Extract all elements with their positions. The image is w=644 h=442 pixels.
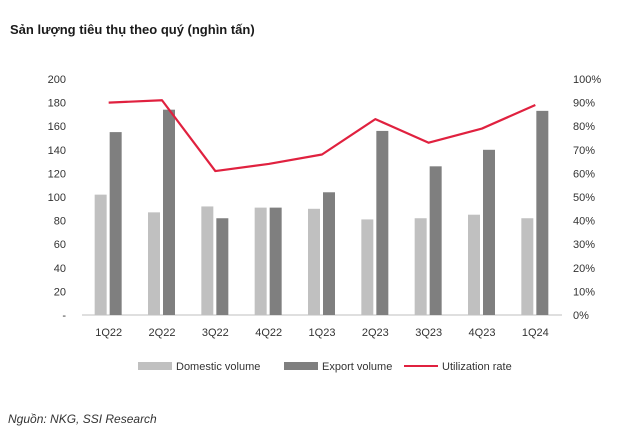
y-right-tick-label: 50% <box>573 192 595 204</box>
utilization-line-group <box>108 99 536 173</box>
y-right-tick-label: 10% <box>573 286 595 298</box>
bar-export-volume <box>163 109 175 316</box>
bar-domestic-volume <box>94 194 107 315</box>
x-axis: 1Q22 2Q22 3Q22 4Q22 1Q23 2Q23 3Q23 4Q23 1Q24 <box>95 327 549 339</box>
y-axis-left: - 20 40 60 80 100 120 140 160 180 200 <box>48 74 67 322</box>
y-right-tick-label: 30% <box>573 239 595 251</box>
y-right-tick-label: 40% <box>573 216 595 228</box>
bar-export-volume <box>216 218 229 315</box>
y-right-tick-label: 80% <box>573 121 595 133</box>
chart-canvas: - 20 40 60 80 100 120 140 160 180 200 0% 10% 20% 30% 4… <box>48 74 602 373</box>
y-axis-right: 0% 10% 20% 30% 40% 50% 60% 70% 80% 90% 100% <box>573 74 601 322</box>
legend-label: Domestic volume <box>176 361 260 373</box>
y-left-tick-label: - <box>62 310 66 322</box>
bar-export-volume <box>376 130 389 315</box>
bar-export-volume <box>536 110 549 315</box>
y-right-tick-label: 20% <box>573 263 595 275</box>
x-tick-label: 1Q23 <box>309 327 336 339</box>
legend-label: Utilization rate <box>442 361 512 373</box>
source-note: Nguồn: NKG, SSI Research <box>8 412 157 426</box>
y-right-tick-label: 90% <box>573 98 595 110</box>
y-left-tick-label: 80 <box>54 216 66 228</box>
bar-domestic-volume <box>414 218 427 315</box>
x-tick-label: 3Q23 <box>415 327 442 339</box>
bars-group <box>94 109 549 316</box>
bar-export-volume <box>429 166 442 315</box>
y-right-tick-label: 60% <box>573 168 595 180</box>
bar-domestic-volume <box>254 207 267 315</box>
legend-swatch <box>284 362 318 370</box>
y-left-tick-label: 180 <box>48 98 66 110</box>
chart-title: Sản lượng tiêu thụ theo quý (nghìn tấn) <box>10 22 255 37</box>
bar-domestic-volume <box>521 218 534 315</box>
y-left-tick-label: 140 <box>48 145 66 157</box>
bar-domestic-volume <box>468 214 480 315</box>
bar-export-volume <box>323 192 335 315</box>
x-tick-label: 1Q24 <box>522 327 549 339</box>
legend-swatch <box>138 362 172 370</box>
y-left-tick-label: 120 <box>48 168 66 180</box>
x-tick-label: 2Q23 <box>362 327 389 339</box>
legend: Domestic volume Export volume Utilization … <box>138 361 512 373</box>
bar-domestic-volume <box>361 219 374 315</box>
x-tick-label: 1Q22 <box>95 327 122 339</box>
y-right-tick-label: 70% <box>573 145 595 157</box>
bar-export-volume <box>109 132 122 315</box>
x-tick-label: 4Q23 <box>469 327 496 339</box>
y-left-tick-label: 200 <box>48 74 66 86</box>
bar-domestic-volume <box>308 208 320 315</box>
legend-label: Export volume <box>322 361 392 373</box>
y-left-tick-label: 100 <box>48 192 66 204</box>
y-right-tick-label: 0% <box>573 310 589 322</box>
y-right-tick-label: 100% <box>573 74 601 86</box>
y-left-tick-label: 60 <box>54 239 66 251</box>
bar-export-volume <box>483 149 495 315</box>
y-left-tick-label: 40 <box>54 263 66 275</box>
bar-export-volume <box>269 207 282 315</box>
bar-domestic-volume <box>201 206 214 315</box>
x-tick-label: 3Q22 <box>202 327 229 339</box>
x-tick-label: 4Q22 <box>255 327 282 339</box>
x-tick-label: 2Q22 <box>149 327 176 339</box>
y-left-tick-label: 20 <box>54 286 66 298</box>
bar-domestic-volume <box>148 212 160 315</box>
y-left-tick-label: 160 <box>48 121 66 133</box>
